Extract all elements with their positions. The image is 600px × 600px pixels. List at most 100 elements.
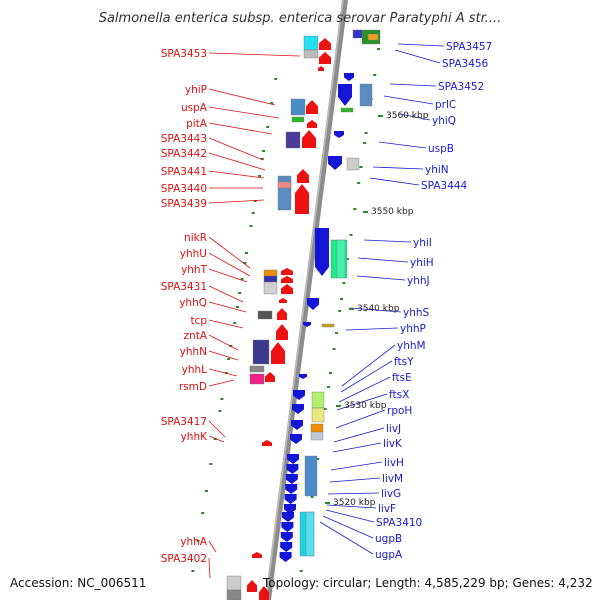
gene-label-spa3431[interactable]: SPA3431: [161, 281, 207, 293]
gene-arrow-forward[interactable]: [279, 298, 287, 303]
gene-block[interactable]: [311, 391, 325, 409]
gene-arrow-forward[interactable]: [306, 100, 318, 114]
gene-arrow-reverse[interactable]: [285, 484, 298, 494]
gene-arrow-reverse[interactable]: [279, 552, 292, 562]
gene-block[interactable]: [263, 275, 278, 283]
gene-arrow-forward[interactable]: [318, 66, 324, 71]
gene-label-yhht[interactable]: yhhT: [181, 264, 208, 276]
gene-block[interactable]: [277, 181, 292, 189]
gene-label-rpoh[interactable]: rpoH: [387, 405, 412, 417]
gene-arrow-reverse[interactable]: [338, 84, 352, 106]
gene-block[interactable]: [303, 49, 319, 59]
gene-block[interactable]: [336, 239, 346, 279]
gene-label-livm[interactable]: livM: [382, 473, 403, 485]
gene-arrow-reverse[interactable]: [293, 390, 305, 400]
gene-label-yhin[interactable]: yhiN: [425, 164, 449, 176]
gene-label-spa3456[interactable]: SPA3456: [442, 58, 489, 70]
gene-label-livh[interactable]: livH: [384, 457, 404, 469]
gene-label-znta[interactable]: zntA: [184, 330, 208, 342]
gene-label-yhiq[interactable]: yhiQ: [432, 115, 456, 127]
gene-block[interactable]: [257, 310, 273, 320]
gene-arrow-reverse[interactable]: [284, 504, 296, 514]
gene-arrow-forward[interactable]: [262, 440, 272, 446]
gene-block[interactable]: [303, 35, 319, 51]
gene-arrow-reverse[interactable]: [307, 298, 319, 310]
gene-block[interactable]: [226, 575, 242, 591]
gene-block[interactable]: [310, 431, 324, 441]
gene-label-ugpa[interactable]: ugpA: [375, 549, 403, 561]
gene-block[interactable]: [263, 281, 278, 295]
gene-features[interactable]: [226, 29, 381, 600]
gene-arrow-forward[interactable]: [319, 52, 331, 64]
gene-block[interactable]: [226, 589, 242, 600]
gene-arrow-reverse[interactable]: [303, 322, 311, 327]
gene-block[interactable]: [252, 339, 270, 365]
gene-block[interactable]: [359, 83, 373, 107]
gene-label-ftsy[interactable]: ftsY: [394, 356, 414, 368]
gene-arrow-forward[interactable]: [319, 38, 331, 50]
gene-label-yhhj[interactable]: yhhJ: [407, 275, 430, 287]
gene-arrow-reverse[interactable]: [287, 454, 299, 464]
gene-arrow-reverse[interactable]: [282, 512, 294, 522]
gene-arrow-forward[interactable]: [281, 284, 293, 294]
gene-arrow-reverse[interactable]: [280, 542, 293, 552]
gene-arrow-reverse[interactable]: [280, 532, 293, 542]
gene-block[interactable]: [321, 323, 335, 328]
gene-label-ftse[interactable]: ftsE: [392, 372, 412, 384]
gene-arrow-reverse[interactable]: [290, 434, 302, 444]
gene-arrow-forward[interactable]: [252, 552, 262, 558]
gene-arrow-forward[interactable]: [295, 184, 309, 214]
gene-label-livj[interactable]: livJ: [386, 423, 401, 435]
gene-arrow-reverse[interactable]: [344, 73, 354, 81]
gene-label-prlc[interactable]: prlC: [435, 99, 456, 111]
gene-arrow-forward[interactable]: [307, 120, 317, 128]
gene-label-yhhs[interactable]: yhhS: [403, 307, 430, 319]
gene-label-yhhk[interactable]: yhhK: [181, 431, 209, 443]
gene-block[interactable]: [249, 365, 265, 373]
gene-arrow-forward[interactable]: [276, 324, 288, 340]
gene-block[interactable]: [340, 107, 354, 113]
gene-label-spa3439[interactable]: SPA3439: [161, 198, 207, 210]
gene-label-yhih[interactable]: yhiH: [410, 257, 434, 269]
gene-block[interactable]: [290, 98, 306, 116]
gene-labels[interactable]: SPA3453 yhiP uspA pitA SPA3443 SPA3442 SPA3441…: [161, 41, 492, 565]
gene-block[interactable]: [263, 269, 278, 277]
gene-label-spa3417[interactable]: SPA3417: [161, 416, 207, 428]
gene-block[interactable]: [367, 33, 379, 41]
gene-label-spa3440[interactable]: SPA3440: [161, 183, 207, 195]
gene-block[interactable]: [352, 29, 363, 39]
gene-block[interactable]: [304, 455, 318, 497]
gene-label-spa3457[interactable]: SPA3457: [446, 41, 492, 53]
gene-label-ugpb[interactable]: ugpB: [375, 533, 402, 545]
gene-label-pita[interactable]: pitA: [186, 118, 208, 130]
gene-label-yhhm[interactable]: yhhM: [397, 340, 426, 352]
gene-label-uspa[interactable]: uspA: [181, 102, 208, 114]
gene-block[interactable]: [305, 511, 315, 557]
gene-arrow-reverse[interactable]: [286, 464, 299, 474]
gene-label-yhhn[interactable]: yhhN: [180, 346, 207, 358]
gene-label-spa3452[interactable]: SPA3452: [438, 81, 484, 93]
gene-label-ftsx[interactable]: ftsX: [389, 389, 409, 401]
gene-label-rsmd[interactable]: rsmD: [179, 381, 207, 393]
gene-block[interactable]: [277, 175, 292, 211]
gene-arrow-forward[interactable]: [259, 586, 269, 600]
gene-arrow-reverse[interactable]: [291, 420, 303, 430]
gene-arrow-reverse[interactable]: [334, 131, 344, 138]
gene-arrow-forward[interactable]: [277, 308, 287, 320]
gene-label-yhip[interactable]: yhiP: [185, 84, 207, 96]
gene-label-spa3402[interactable]: SPA3402: [161, 553, 207, 565]
gene-label-spa3442[interactable]: SPA3442: [161, 148, 207, 160]
gene-label-yhhq[interactable]: yhhQ: [179, 297, 207, 309]
gene-label-yhha[interactable]: yhhA: [180, 536, 208, 548]
gene-arrow-forward[interactable]: [247, 580, 257, 592]
gene-arrow-forward[interactable]: [271, 342, 285, 364]
gene-label-livg[interactable]: livG: [381, 488, 401, 500]
gene-label-yhhu[interactable]: yhhU: [180, 248, 207, 260]
gene-block[interactable]: [285, 131, 301, 149]
gene-arrow-reverse[interactable]: [299, 374, 307, 379]
gene-arrow-reverse[interactable]: [315, 228, 329, 276]
gene-label-livf[interactable]: livF: [378, 503, 396, 515]
gene-block[interactable]: [291, 116, 305, 123]
gene-label-uspb[interactable]: uspB: [428, 143, 454, 155]
gene-label-yhii[interactable]: yhiI: [413, 237, 432, 249]
